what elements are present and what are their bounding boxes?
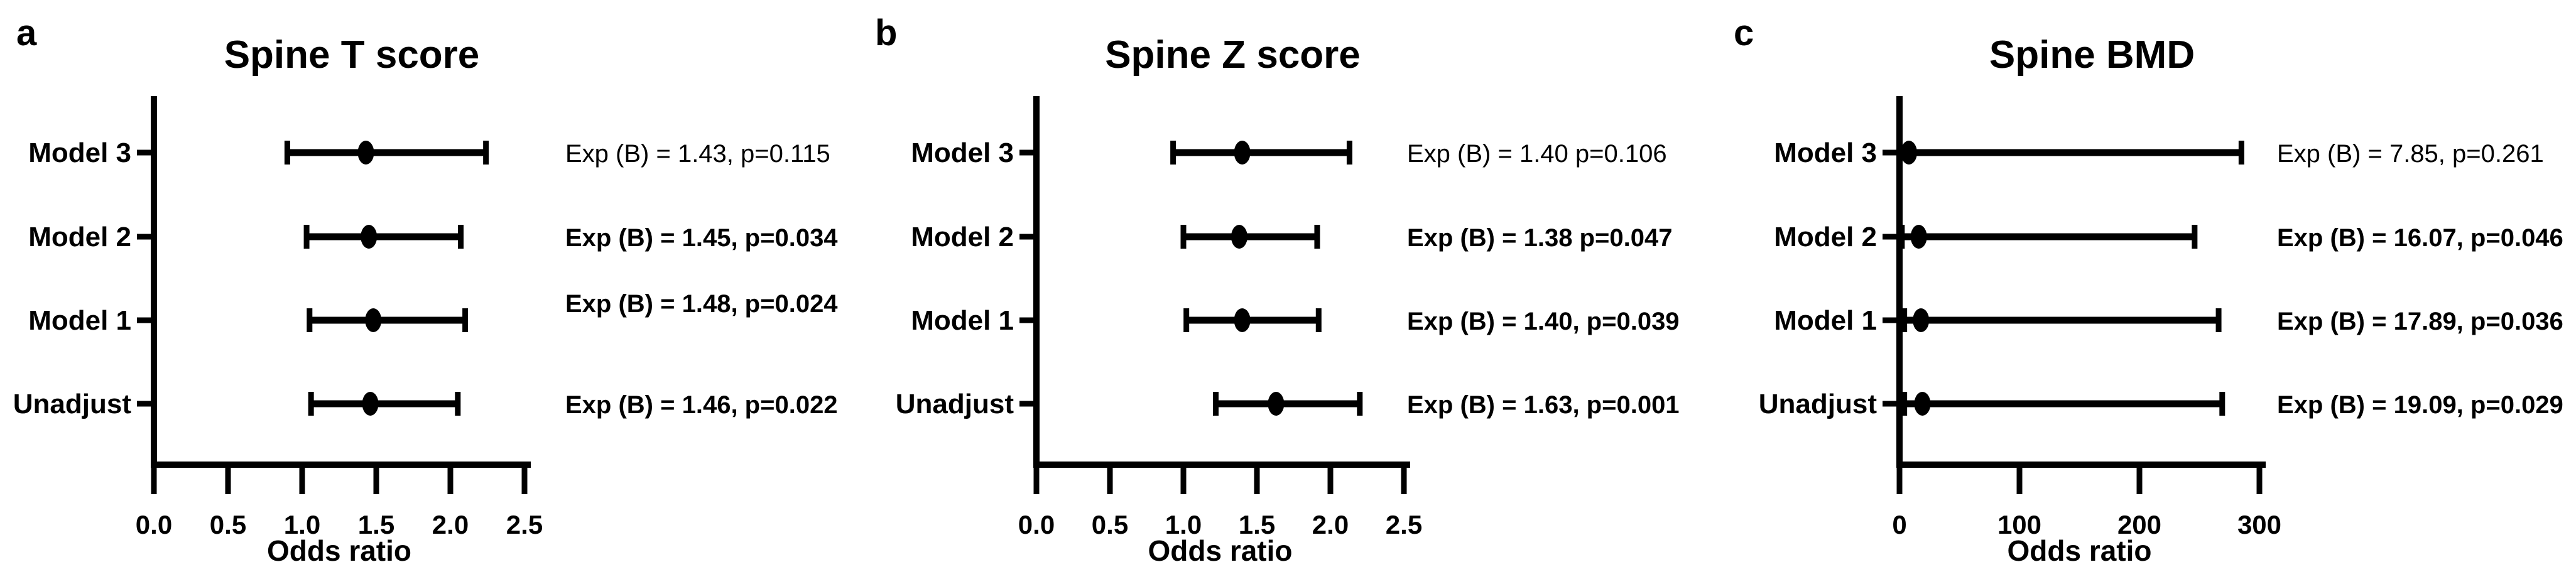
point-marker <box>1231 225 1247 249</box>
row-label: Unadjust <box>896 389 1014 419</box>
annotation-label: Exp (B) = 1.43, p=0.115 <box>565 140 830 168</box>
panel-letter-label: c <box>1734 13 1754 53</box>
point-marker <box>362 392 379 416</box>
point-marker <box>357 141 374 165</box>
annotation-label: Exp (B) = 1.46, p=0.022 <box>565 391 838 419</box>
row-label: Model 2 <box>911 222 1014 252</box>
x-tick-label: 1.0 <box>284 510 320 539</box>
point-marker <box>365 308 382 332</box>
x-tick-label: 300 <box>2237 510 2281 539</box>
panel-letter-label: b <box>875 13 897 53</box>
annotation-label: Exp (B) = 1.63, p=0.001 <box>1407 391 1680 419</box>
point-marker <box>1900 141 1917 165</box>
x-tick-label: 2.0 <box>1312 510 1349 539</box>
x-tick-label: 200 <box>2117 510 2161 539</box>
x-tick-label: 1.5 <box>1239 510 1275 539</box>
x-axis-title: Odds ratio <box>267 534 411 567</box>
row-label: Model 3 <box>1774 138 1877 168</box>
x-axis-title: Odds ratio <box>1148 534 1292 567</box>
x-tick-label: 0.5 <box>1092 510 1128 539</box>
annotation-label: Exp (B) = 7.85, p=0.261 <box>2277 140 2544 168</box>
annotation-label: Exp (B) = 1.40, p=0.039 <box>1407 308 1680 335</box>
x-tick-label: 2.5 <box>1386 510 1422 539</box>
x-axis-title: Odds ratio <box>2007 534 2151 567</box>
x-tick-label: 100 <box>1997 510 2041 539</box>
panel-spine-z-score: b Spine Z score 0.0 0.5 1.0 1.5 2.0 2.5 Odds rat… <box>859 0 1717 567</box>
x-tick-label: 2.5 <box>506 510 543 539</box>
row-label: Model 3 <box>911 138 1014 168</box>
annotation-label: Exp (B) = 16.07, p=0.046 <box>2277 224 2563 252</box>
point-marker <box>1234 141 1251 165</box>
x-tick-label: 0.5 <box>210 510 246 539</box>
x-tick-label: 0.0 <box>1018 510 1055 539</box>
x-tick-label: 0 <box>1892 510 1906 539</box>
annotation-label: Exp (B) = 19.09, p=0.029 <box>2277 391 2563 419</box>
annotation-label: Exp (B) = 1.45, p=0.034 <box>565 224 838 252</box>
chart-title: Spine Z score <box>1105 33 1361 77</box>
annotation-label: Exp (B) = 1.48, p=0.024 <box>565 290 838 318</box>
row-label: Model 3 <box>28 138 131 168</box>
row-label: Model 2 <box>28 222 131 252</box>
point-marker <box>1913 308 1930 332</box>
point-marker <box>1910 225 1927 249</box>
row-label: Model 1 <box>911 305 1014 336</box>
annotation-label: Exp (B) = 1.38 p=0.047 <box>1407 224 1672 252</box>
x-tick-label: 1.5 <box>358 510 394 539</box>
chart-title: Spine BMD <box>1989 33 2195 77</box>
panel-letter-label: a <box>16 13 37 53</box>
row-label: Model 2 <box>1774 222 1877 252</box>
x-tick-label: 0.0 <box>136 510 172 539</box>
panel-spine-bmd: c Spine BMD 0 100 200 300 Odds ratio Model 3 Exp… <box>1717 0 2576 567</box>
point-marker <box>1914 392 1931 416</box>
point-marker <box>1234 308 1251 332</box>
row-label: Unadjust <box>1759 389 1878 419</box>
panel-spine-t-score: a Spine T score 0.0 0.5 1.0 1.5 2.0 2.5 Odds rat… <box>0 0 859 567</box>
row-label: Model 1 <box>28 305 131 336</box>
x-tick-label: 2.0 <box>432 510 469 539</box>
annotation-label: Exp (B) = 17.89, p=0.036 <box>2277 308 2563 335</box>
row-label: Model 1 <box>1774 305 1877 336</box>
point-marker <box>1268 392 1285 416</box>
annotation-label: Exp (B) = 1.40 p=0.106 <box>1407 140 1667 168</box>
chart-title: Spine T score <box>224 33 480 77</box>
point-marker <box>361 225 378 249</box>
x-tick-label: 1.0 <box>1165 510 1202 539</box>
row-label: Unadjust <box>13 389 132 419</box>
